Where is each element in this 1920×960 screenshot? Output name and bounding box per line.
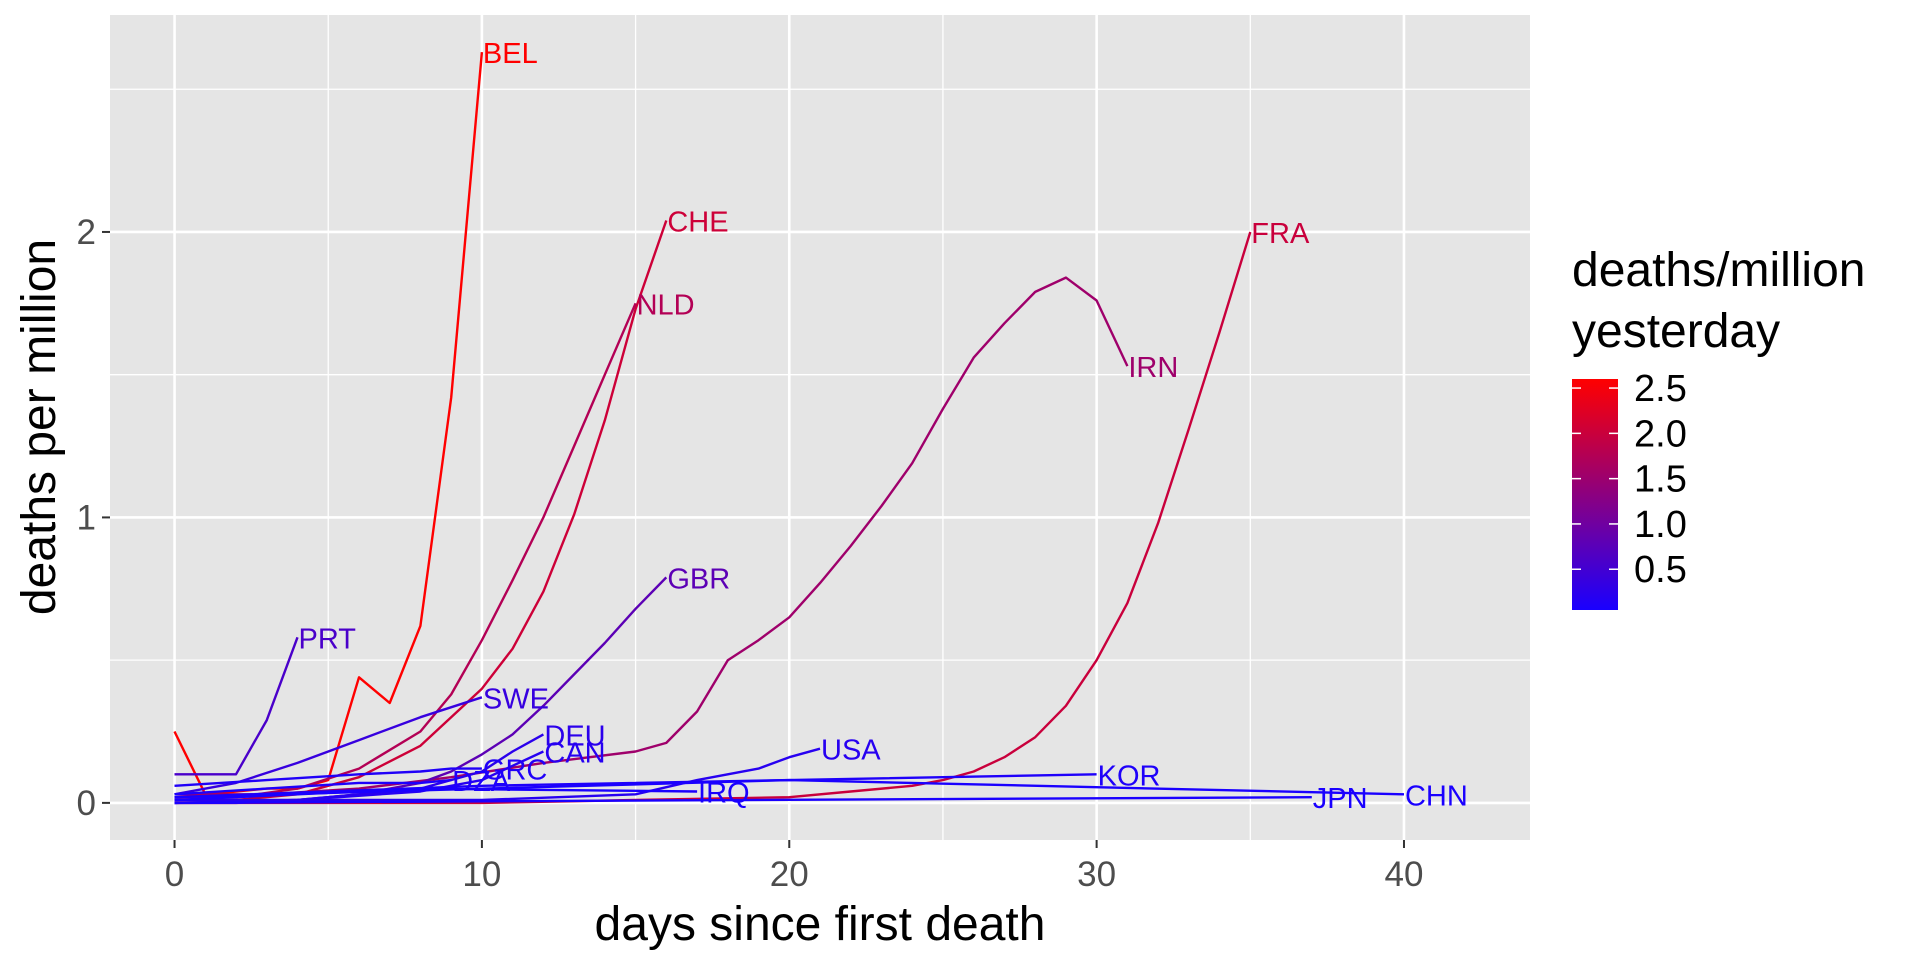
series-line-nld xyxy=(174,302,637,799)
major-gridlines xyxy=(110,15,1530,840)
series-lines xyxy=(173,51,1405,805)
x-tick-label: 40 xyxy=(1385,855,1424,894)
series-label-deu: DEU xyxy=(544,720,605,752)
y-tick-label: 2 xyxy=(77,213,96,252)
legend-title-line-2: yesterday xyxy=(1572,305,1780,358)
series-line-irq xyxy=(174,787,698,802)
series-line-swe xyxy=(174,696,483,796)
legend-tick-label: 1.5 xyxy=(1634,459,1687,501)
x-tick-label: 10 xyxy=(462,855,501,894)
legend-ticks: 0.51.01.52.02.5 xyxy=(1572,368,1687,591)
series-label-nld: NLD xyxy=(637,289,695,321)
series-line-usa xyxy=(174,747,821,802)
series-label-kor: KOR xyxy=(1098,760,1161,792)
series-line-bel xyxy=(173,51,484,796)
series-line-grc xyxy=(174,767,482,787)
y-tick-label: 0 xyxy=(77,784,96,823)
series-label-jpn: JPN xyxy=(1313,783,1368,815)
y-axis-title: deaths per million xyxy=(13,239,66,615)
series-label-gbr: GBR xyxy=(667,563,730,595)
x-axis-title: days since first death xyxy=(595,898,1046,951)
y-axis-ticks: 0 1 2 xyxy=(77,213,110,823)
series-line-jpn xyxy=(174,796,1312,805)
series-label-grc: GRC xyxy=(483,755,547,787)
legend-tick-label: 0.5 xyxy=(1634,549,1687,591)
series-label-irq: IRQ xyxy=(698,777,750,809)
legend-title-line-1: deaths/million xyxy=(1572,244,1865,297)
series-label-can: CAN xyxy=(544,738,605,770)
y-tick-label: 1 xyxy=(77,498,96,537)
legend-colorbar xyxy=(1572,379,1618,610)
minor-gridlines xyxy=(110,15,1530,840)
series-label-dza: DZA xyxy=(452,766,511,798)
legend-tick-label: 2.0 xyxy=(1634,413,1687,455)
series-line-prt xyxy=(174,636,299,776)
legend-tick-label: 1.0 xyxy=(1634,504,1687,546)
series-label-fra: FRA xyxy=(1251,218,1310,250)
series-label-usa: USA xyxy=(821,735,881,767)
series-line-dza xyxy=(174,778,452,796)
series-label-prt: PRT xyxy=(298,623,356,655)
x-tick-label: 0 xyxy=(165,855,184,894)
plot-panel xyxy=(110,15,1530,840)
color-legend: deaths/million yesterday 0.51.01.52.02.5 xyxy=(1572,244,1865,610)
series-line-kor xyxy=(174,773,1097,799)
series-label-irn: IRN xyxy=(1128,352,1178,384)
series-label-bel: BEL xyxy=(483,38,538,70)
x-tick-label: 20 xyxy=(770,855,809,894)
series-line-chn xyxy=(174,778,1405,799)
x-axis-ticks: 0 10 20 30 40 xyxy=(165,840,1424,894)
legend-tick-label: 2.5 xyxy=(1634,368,1687,410)
series-label-swe: SWE xyxy=(483,683,549,715)
series-label-che: CHE xyxy=(667,207,728,239)
series-line-irn xyxy=(174,276,1129,796)
series-label-chn: CHN xyxy=(1405,780,1468,812)
x-tick-label: 30 xyxy=(1077,855,1116,894)
